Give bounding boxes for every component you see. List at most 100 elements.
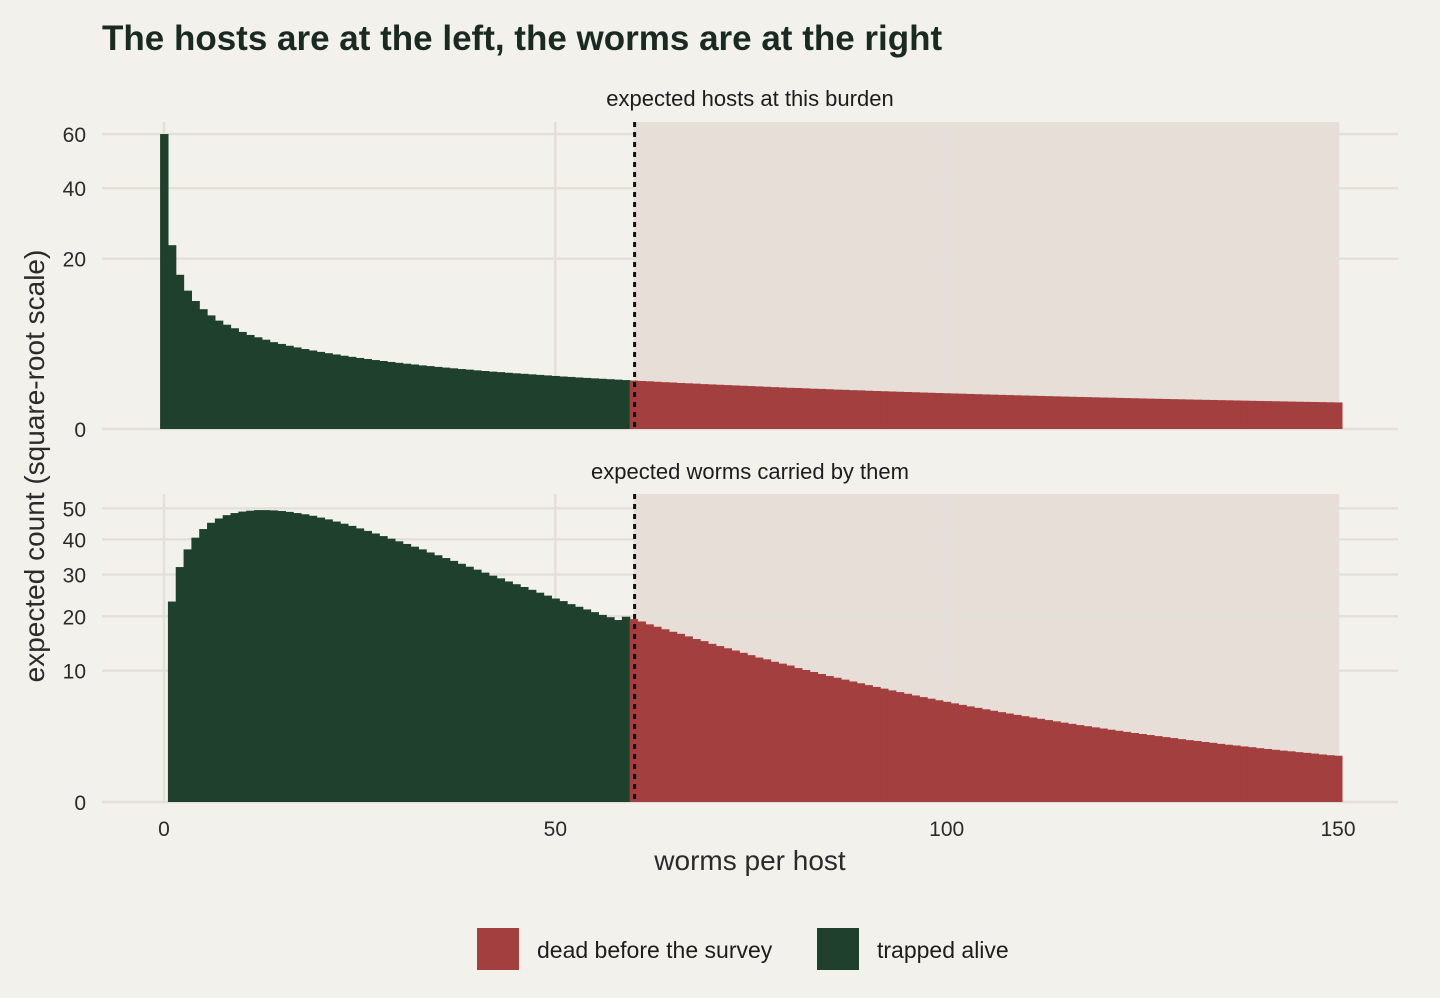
bar <box>621 616 631 802</box>
bar <box>293 513 302 802</box>
bar <box>1067 396 1077 429</box>
bar <box>160 134 169 429</box>
bar <box>1036 718 1046 802</box>
bar <box>880 391 889 429</box>
bar <box>387 538 396 802</box>
bar <box>1201 399 1210 429</box>
bar <box>731 650 740 802</box>
y-tick-label: 40 <box>63 529 86 552</box>
bar <box>324 519 333 802</box>
bar <box>480 572 490 802</box>
bar <box>887 690 897 802</box>
bar <box>473 370 482 429</box>
bar <box>504 581 513 802</box>
bar <box>660 629 670 802</box>
bar <box>950 393 960 429</box>
bar <box>1028 395 1038 429</box>
bar <box>692 383 701 429</box>
bar <box>183 290 192 429</box>
bar <box>872 686 881 802</box>
bar <box>817 673 826 802</box>
bar <box>1271 401 1280 429</box>
x-tick-label: 50 <box>544 818 567 841</box>
bar <box>1193 399 1202 429</box>
bar <box>825 389 834 429</box>
bar <box>794 668 803 802</box>
bar <box>754 386 764 429</box>
bar <box>1302 752 1312 802</box>
panel-strip-worms: expected worms carried by them <box>591 459 909 484</box>
bar <box>582 609 592 802</box>
bar <box>332 521 341 802</box>
bar <box>887 391 897 429</box>
bar <box>778 663 787 802</box>
bar <box>770 387 779 429</box>
bar <box>285 511 294 802</box>
bar <box>1114 730 1124 802</box>
bar <box>1075 725 1085 802</box>
bar <box>1005 713 1014 802</box>
bar <box>410 364 419 429</box>
bar <box>261 339 271 429</box>
bar <box>441 558 451 802</box>
bar <box>1138 734 1147 802</box>
bar <box>1177 739 1186 802</box>
legend-label-dead: dead before the survey <box>537 937 773 963</box>
bar <box>614 379 623 429</box>
y-tick-label: 40 <box>63 178 86 201</box>
bar <box>246 334 255 429</box>
bar <box>175 274 185 429</box>
bar <box>316 351 326 429</box>
bar <box>1067 723 1077 802</box>
bar <box>1021 395 1030 429</box>
bar <box>1224 744 1233 802</box>
bar <box>856 683 866 802</box>
bar <box>684 636 693 802</box>
bar <box>848 681 858 802</box>
bar <box>653 626 662 802</box>
bar <box>1216 743 1226 802</box>
bar <box>700 384 709 429</box>
bar <box>895 391 905 429</box>
bar <box>864 390 873 429</box>
bar <box>559 376 568 429</box>
bar <box>864 685 873 802</box>
bar <box>434 366 443 429</box>
bar <box>598 614 607 802</box>
x-tick-label: 150 <box>1320 818 1355 841</box>
bar <box>723 385 733 429</box>
bar <box>191 537 200 802</box>
bar <box>355 357 365 429</box>
bar <box>1044 720 1053 802</box>
bar <box>637 380 646 429</box>
bar <box>1326 755 1335 802</box>
bar <box>653 381 662 429</box>
bar <box>457 563 466 802</box>
bar <box>574 377 584 429</box>
bar <box>598 378 607 429</box>
panel-strip-hosts: expected hosts at this burden <box>606 86 893 111</box>
bar <box>668 382 678 429</box>
bar <box>371 533 380 802</box>
y-tick-label: 20 <box>63 249 86 272</box>
bar <box>512 373 521 429</box>
bar <box>488 575 498 802</box>
bar <box>997 712 1006 802</box>
shaded-region <box>633 122 1338 429</box>
bar <box>355 528 365 802</box>
bar <box>1107 729 1116 802</box>
bar <box>199 529 208 802</box>
bar <box>277 343 286 429</box>
bar <box>574 606 584 802</box>
bar <box>1185 740 1194 802</box>
bar <box>1287 401 1296 429</box>
bar <box>825 676 834 802</box>
bar <box>668 631 678 802</box>
bar <box>895 692 905 802</box>
bar <box>974 707 983 802</box>
bar <box>1279 401 1288 429</box>
bar <box>700 641 709 802</box>
bar <box>919 697 928 802</box>
bar <box>590 378 599 429</box>
bar <box>1169 738 1179 802</box>
